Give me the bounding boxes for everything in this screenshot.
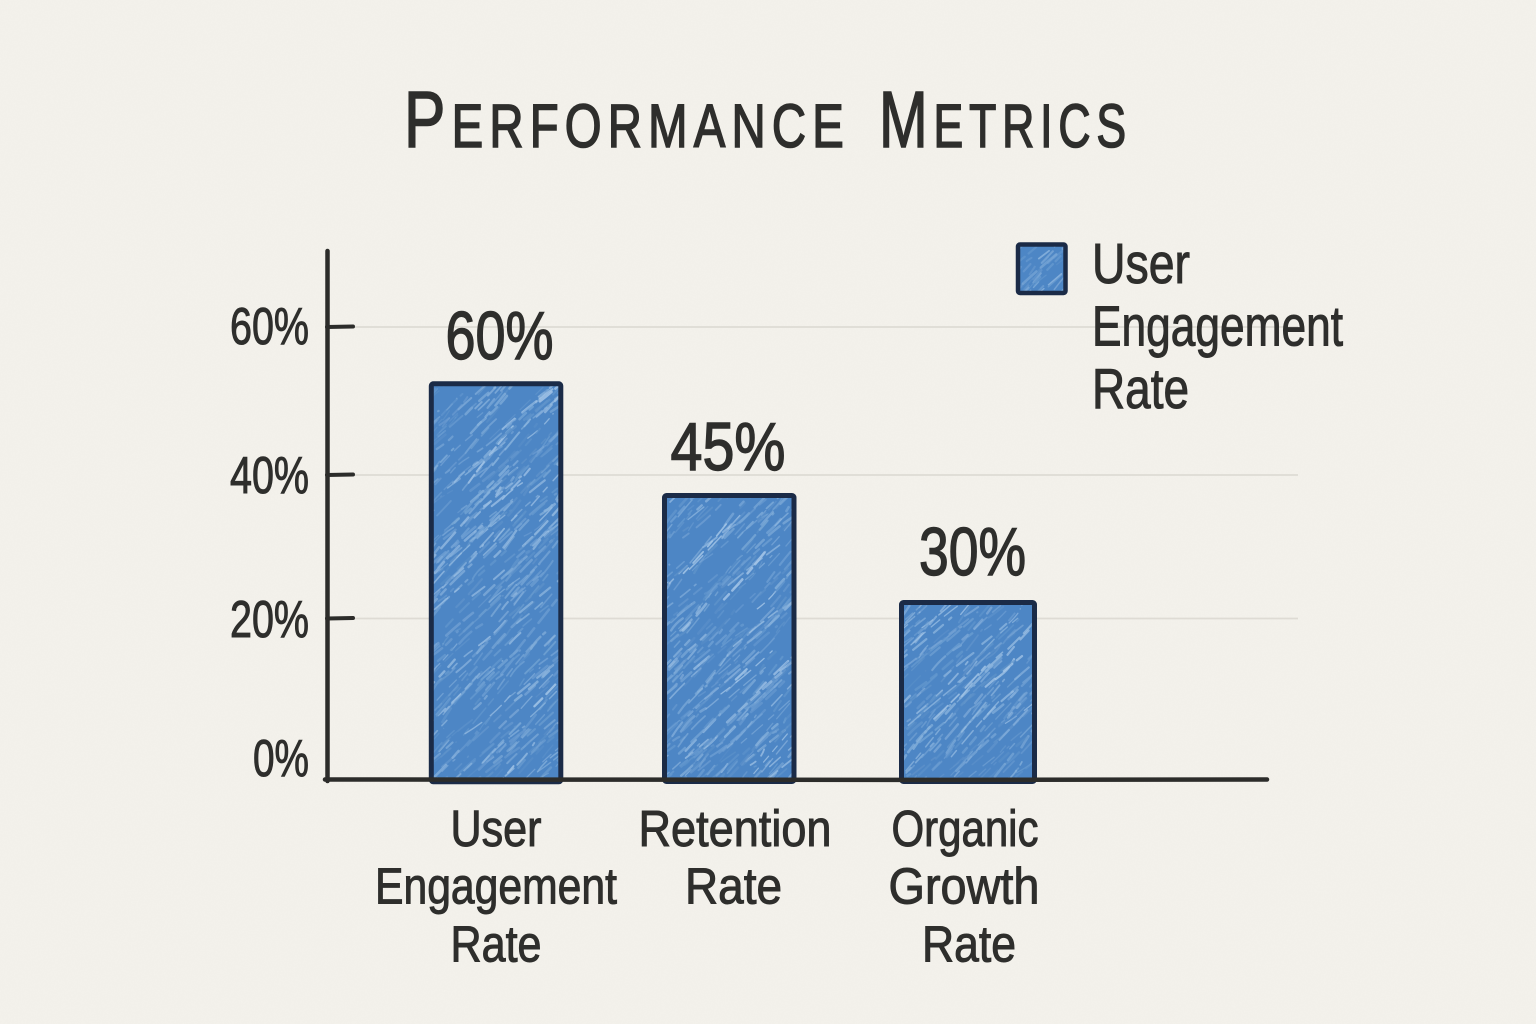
svg-text:Engagement: Engagement <box>1092 295 1343 359</box>
svg-text:0%: 0% <box>253 730 309 788</box>
svg-text:40%: 40% <box>230 447 309 505</box>
svg-text:Growth: Growth <box>889 858 1040 915</box>
svg-text:60%: 60% <box>446 298 554 374</box>
svg-text:Rate: Rate <box>922 916 1016 973</box>
svg-text:Rate: Rate <box>451 916 542 973</box>
svg-text:Rate: Rate <box>685 858 782 915</box>
svg-text:20%: 20% <box>230 591 309 649</box>
svg-text:Rate: Rate <box>1092 357 1189 421</box>
svg-text:45%: 45% <box>671 409 786 485</box>
svg-text:60%: 60% <box>230 298 309 356</box>
svg-text:Retention: Retention <box>639 800 832 857</box>
svg-text:Organic: Organic <box>892 800 1039 857</box>
svg-text:30%: 30% <box>919 514 1026 590</box>
svg-text:User: User <box>451 800 542 857</box>
svg-text:User: User <box>1092 232 1190 296</box>
svg-text:Engagement: Engagement <box>375 858 617 915</box>
